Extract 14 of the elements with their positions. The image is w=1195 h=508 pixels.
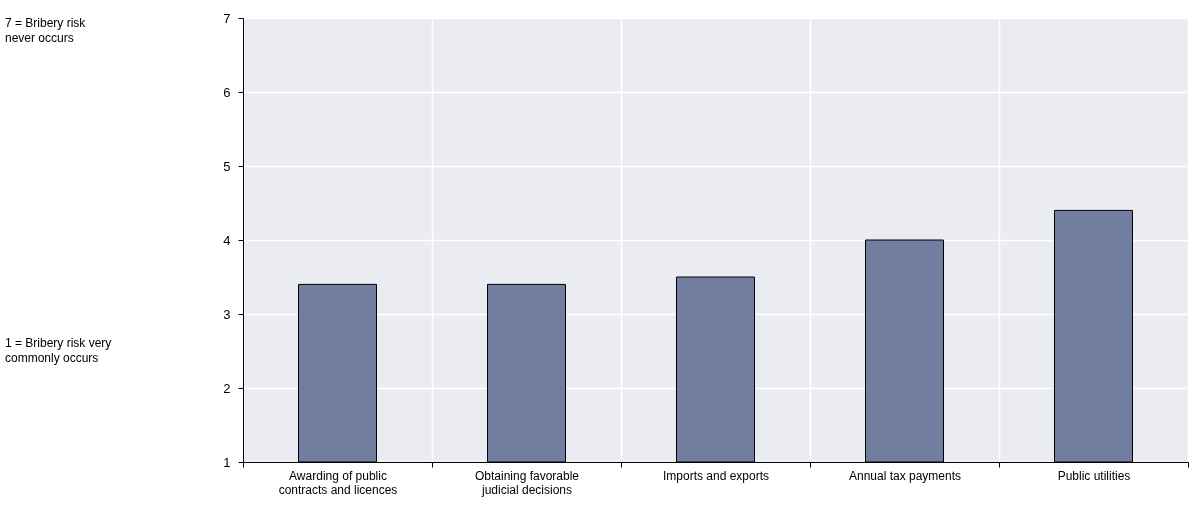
y-tick-label: 7 <box>223 10 231 26</box>
y-tick-label: 2 <box>223 380 231 396</box>
x-tick-label: Public utilities <box>1057 468 1131 483</box>
y-tick-label: 4 <box>223 232 231 248</box>
y-tick-label: 1 <box>223 454 231 470</box>
x-tick-label: Awarding of public contracts and licences <box>278 468 398 497</box>
x-tick-label: Obtaining favorable judicial decisions <box>474 468 580 497</box>
x-tick-label: Imports and exports <box>662 468 770 483</box>
text: 7 = Bribery risk never occurs <box>5 16 87 45</box>
text: 1 = Bribery risk very commonly occurs <box>5 335 112 365</box>
y-tick-label: 6 <box>223 84 231 100</box>
y-tick-label: 3 <box>223 306 231 322</box>
y-tick-label: 5 <box>223 158 231 174</box>
x-tick-label: Annual tax payments <box>848 468 962 483</box>
